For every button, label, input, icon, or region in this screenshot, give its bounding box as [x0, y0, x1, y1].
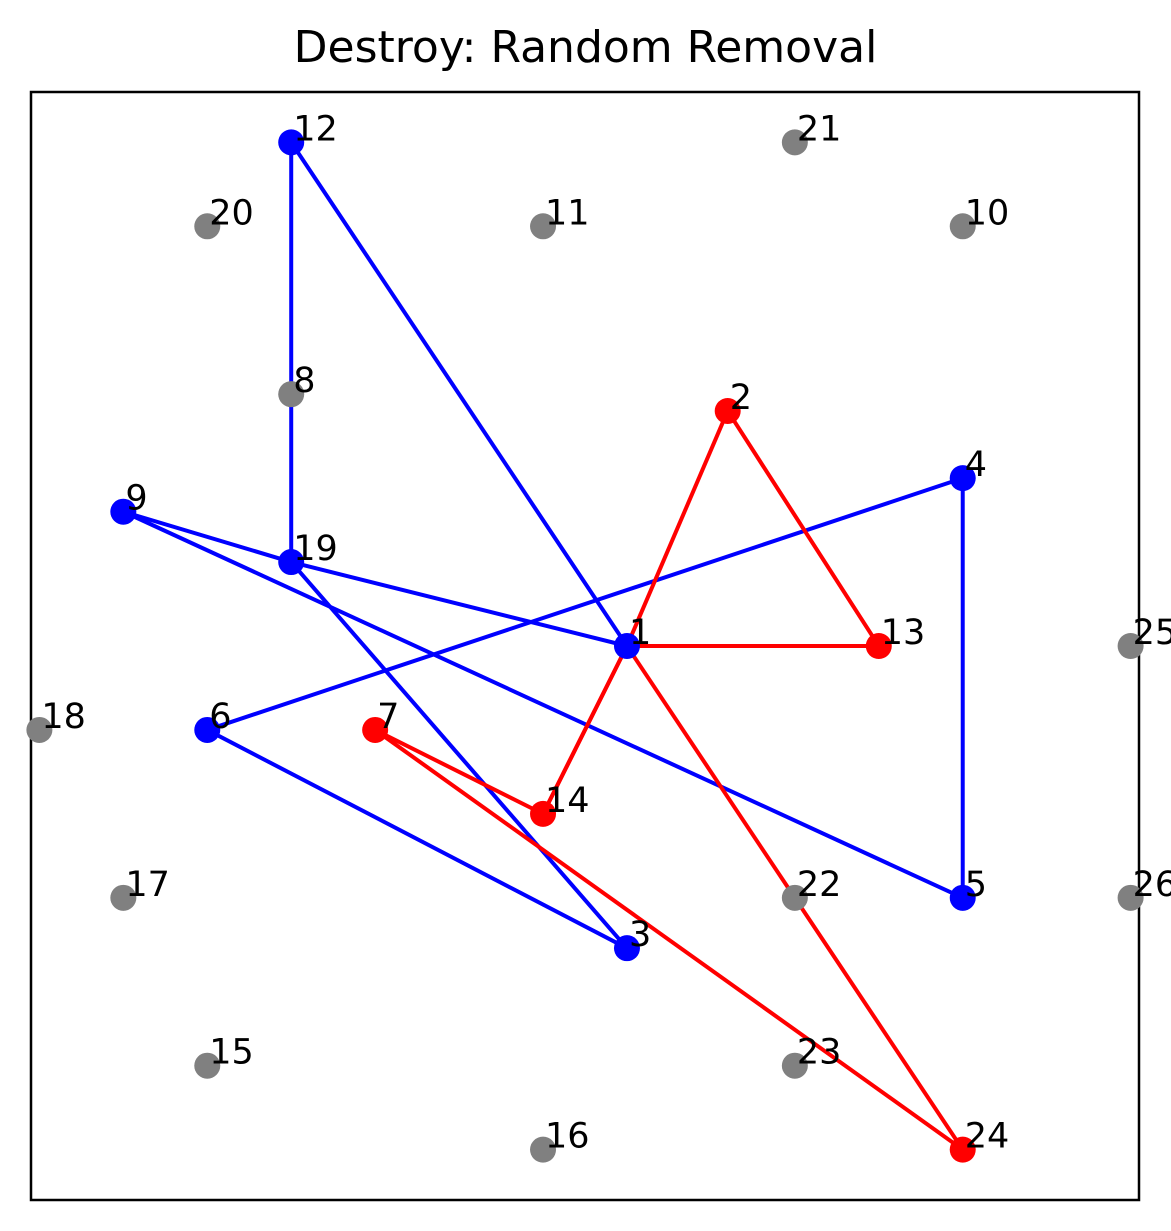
node-point-24: [949, 1136, 976, 1163]
node-label-14: 14: [545, 781, 590, 821]
node-point-25: [1117, 633, 1144, 659]
node-point-20: [194, 213, 221, 240]
node-label-7: 7: [377, 697, 399, 737]
route-edge-14-1: [541, 645, 629, 815]
node-label-23: 23: [797, 1033, 842, 1073]
node-label-21: 21: [797, 109, 842, 149]
node-point-23: [781, 1052, 808, 1079]
node-point-21: [781, 129, 808, 156]
node-label-20: 20: [209, 193, 254, 233]
node-point-5: [949, 884, 976, 911]
node-label-17: 17: [125, 865, 170, 905]
node-label-24: 24: [965, 1117, 1010, 1157]
route-edges: [122, 141, 965, 1152]
node-label-9: 9: [125, 479, 147, 519]
node-point-4: [949, 465, 976, 492]
node-label-19: 19: [293, 529, 338, 569]
node-label-13: 13: [881, 613, 926, 653]
route-edge-19-3: [289, 560, 629, 950]
node-point-6: [194, 716, 221, 743]
node-point-3: [613, 935, 640, 962]
route-edge-6-4: [206, 476, 964, 732]
node-label-10: 10: [965, 193, 1010, 233]
node-label-3: 3: [629, 915, 651, 955]
node-point-10: [949, 213, 976, 240]
node-label-22: 22: [797, 865, 842, 905]
route-edge-19-1: [290, 560, 628, 648]
route-edge-5-9: [122, 509, 964, 900]
node-label-26: 26: [1133, 865, 1171, 905]
node-label-16: 16: [545, 1117, 590, 1157]
route-edge-3-6: [206, 728, 628, 950]
node-point-13: [865, 633, 892, 659]
node-point-18: [26, 716, 53, 743]
node-point-9: [110, 498, 137, 525]
node-label-11: 11: [545, 193, 590, 233]
node-label-4: 4: [965, 445, 987, 485]
node-label-2: 2: [730, 378, 752, 418]
node-points: [26, 129, 1144, 1163]
node-point-19: [278, 549, 305, 576]
plot-frame: [29, 90, 1141, 1202]
node-label-25: 25: [1133, 613, 1171, 653]
route-edge-24-7: [373, 728, 964, 1152]
node-label-15: 15: [209, 1033, 254, 1073]
node-point-16: [530, 1136, 557, 1163]
node-point-17: [110, 884, 137, 911]
node-label-6: 6: [209, 697, 231, 737]
node-point-7: [362, 716, 389, 743]
node-label-18: 18: [41, 697, 86, 737]
route-edge-1-12: [289, 141, 629, 648]
node-point-22: [781, 884, 808, 911]
node-point-2: [714, 397, 741, 424]
route-edge-2-13: [726, 409, 881, 648]
node-point-15: [194, 1052, 221, 1079]
node-point-14: [530, 800, 557, 827]
node-point-11: [530, 213, 557, 240]
node-label-5: 5: [965, 865, 987, 905]
node-point-12: [278, 129, 305, 156]
node-label-12: 12: [293, 109, 338, 149]
route-edge-7-14: [374, 728, 544, 816]
chart-title: Destroy: Random Removal: [293, 22, 878, 73]
node-label-1: 1: [629, 613, 651, 653]
node-point-26: [1117, 884, 1144, 911]
node-point-1: [613, 633, 640, 659]
route-edge-9-19: [122, 509, 292, 564]
node-point-8: [278, 381, 305, 408]
node-label-8: 8: [293, 361, 315, 401]
route-edge-1-2: [625, 410, 730, 647]
